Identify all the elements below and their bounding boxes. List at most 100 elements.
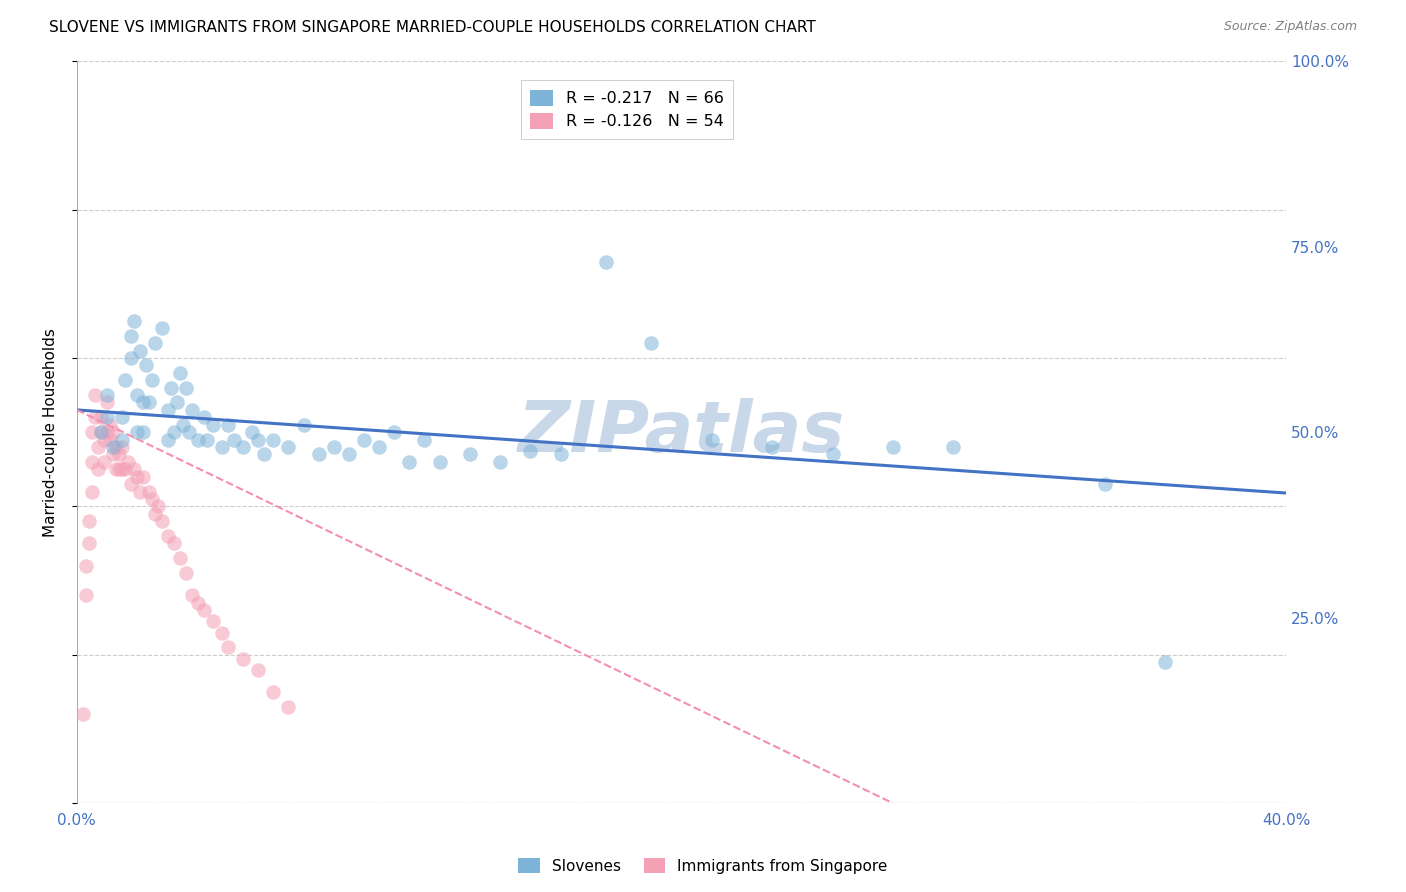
Point [141, 373, 163, 387]
Point [519, 443, 541, 458]
Point [156, 529, 179, 543]
Point [111, 462, 134, 476]
Point [217, 640, 239, 655]
Point [761, 440, 783, 454]
Point [821, 447, 844, 461]
Point [277, 699, 299, 714]
Point [150, 321, 173, 335]
Point [211, 440, 233, 454]
Text: Source: ZipAtlas.com: Source: ZipAtlas.com [1223, 20, 1357, 33]
Point [98, 417, 121, 432]
Point [277, 440, 299, 454]
Point [156, 403, 179, 417]
Point [292, 417, 315, 432]
Legend: R = -0.217   N = 66, R = -0.126   N = 54: R = -0.217 N = 66, R = -0.126 N = 54 [520, 80, 733, 139]
Point [84, 410, 107, 425]
Point [135, 359, 157, 373]
Point [550, 447, 572, 461]
Point [169, 366, 191, 380]
Point [174, 381, 197, 395]
Point [96, 410, 118, 425]
Point [240, 425, 263, 440]
Point [217, 417, 239, 432]
Point [156, 433, 179, 447]
Legend: Slovenes, Immigrants from Singapore: Slovenes, Immigrants from Singapore [512, 852, 894, 880]
Point [75, 558, 97, 573]
Point [247, 663, 270, 677]
Point [413, 433, 436, 447]
Point [111, 440, 134, 454]
Point [101, 440, 124, 454]
Point [127, 469, 149, 483]
Point [105, 462, 128, 476]
Point [132, 395, 155, 409]
Point [120, 351, 142, 365]
Point [169, 551, 191, 566]
Point [1094, 477, 1116, 491]
Point [145, 507, 167, 521]
Point [120, 328, 142, 343]
Point [101, 425, 124, 440]
Point [80, 425, 103, 440]
Point [132, 469, 155, 483]
Point [382, 425, 405, 440]
Point [77, 536, 100, 550]
Point [105, 440, 128, 454]
Point [80, 455, 103, 469]
Point [75, 589, 97, 603]
Point [141, 491, 163, 506]
Point [247, 433, 270, 447]
Point [180, 403, 202, 417]
Point [108, 462, 131, 476]
Point [195, 433, 218, 447]
Point [127, 388, 149, 402]
Point [222, 433, 245, 447]
Point [308, 447, 330, 461]
Point [93, 433, 115, 447]
Point [162, 536, 184, 550]
Point [117, 455, 139, 469]
Point [882, 440, 904, 454]
Point [337, 447, 360, 461]
Point [180, 589, 202, 603]
Point [111, 433, 134, 447]
Point [262, 685, 284, 699]
Point [101, 447, 124, 461]
Point [700, 433, 723, 447]
Point [129, 484, 152, 499]
Point [129, 343, 152, 358]
Point [353, 433, 375, 447]
Point [145, 336, 167, 351]
Point [187, 433, 209, 447]
Point [595, 254, 617, 268]
Point [187, 596, 209, 610]
Point [120, 477, 142, 491]
Point [211, 625, 233, 640]
Point [201, 615, 224, 629]
Point [87, 462, 110, 476]
Point [640, 336, 662, 351]
Point [253, 447, 276, 461]
Point [942, 440, 965, 454]
Point [96, 395, 118, 409]
Point [77, 514, 100, 528]
Point [262, 433, 284, 447]
Point [162, 425, 184, 440]
Point [150, 514, 173, 528]
Point [193, 603, 215, 617]
Point [111, 410, 134, 425]
Y-axis label: Married-couple Households: Married-couple Households [44, 327, 58, 537]
Point [87, 440, 110, 454]
Point [322, 440, 344, 454]
Point [1154, 655, 1177, 669]
Point [90, 425, 112, 440]
Point [124, 314, 146, 328]
Point [368, 440, 391, 454]
Point [177, 425, 200, 440]
Point [90, 425, 112, 440]
Point [159, 381, 181, 395]
Point [80, 484, 103, 499]
Point [114, 373, 136, 387]
Point [90, 410, 112, 425]
Point [72, 707, 94, 722]
